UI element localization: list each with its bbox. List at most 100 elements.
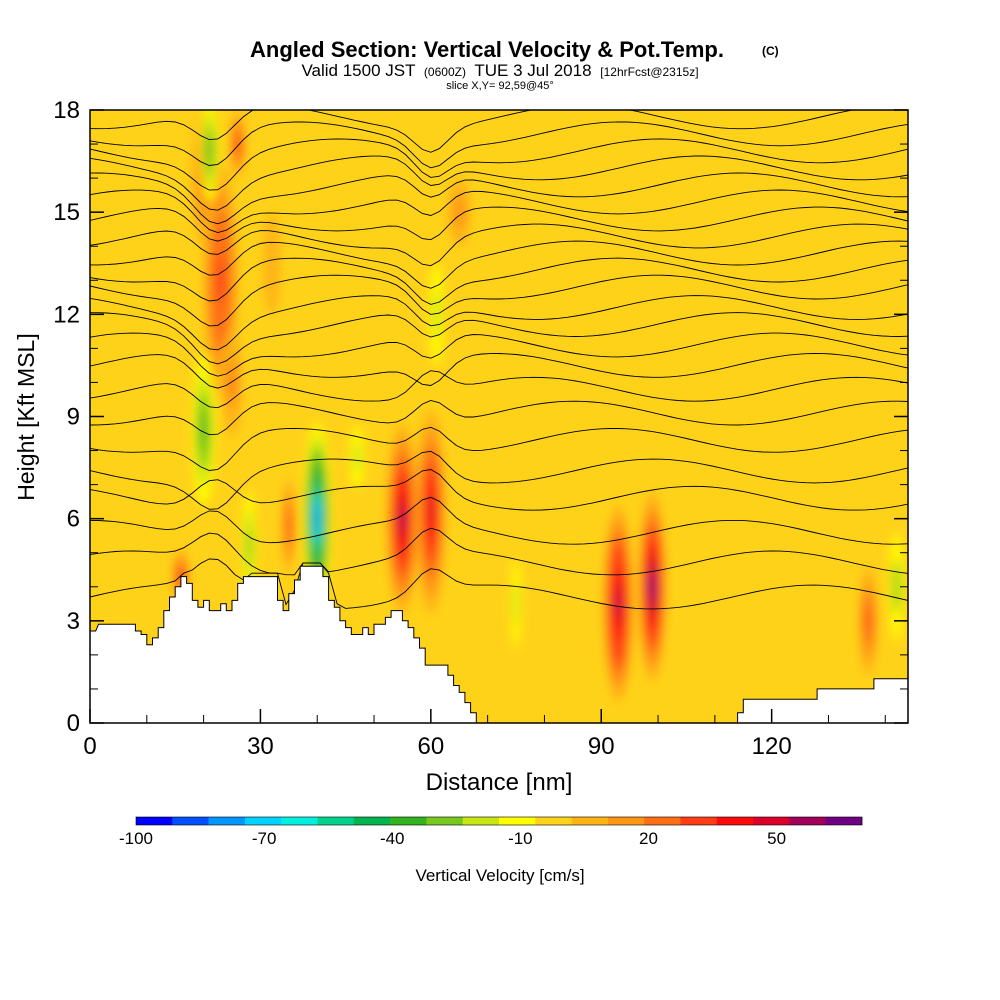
colorbar-swatch (208, 817, 246, 825)
isentrope-line (90, 353, 908, 389)
x-tick-label: 30 (247, 733, 274, 760)
y-tick-label: 3 (67, 608, 80, 635)
chart-title-mark: (C) (762, 44, 779, 58)
chart-title: Angled Section: Vertical Velocity & Pot.… (250, 37, 724, 62)
isentrope-line (90, 469, 908, 511)
x-tick-label: 60 (417, 733, 444, 760)
colorbar-tick-label: 20 (639, 829, 658, 848)
y-tick-label: 12 (53, 301, 80, 328)
colorbar-swatch (825, 817, 863, 825)
velocity-core (236, 137, 240, 151)
plot-area (90, 110, 908, 723)
y-tick-label: 6 (67, 506, 80, 533)
velocity-core (287, 513, 291, 538)
colorbar-swatch (499, 817, 536, 825)
subtitle-date: TUE 3 Jul 2018 (474, 61, 591, 80)
subtitle-utc: (0600Z) (424, 65, 466, 79)
colorbar-swatch (607, 817, 645, 825)
isentrope-line (90, 400, 908, 436)
colorbar-swatch (789, 817, 826, 825)
isentrope-line (90, 257, 908, 305)
y-tick-label: 15 (53, 199, 80, 226)
colorbar-swatch (172, 817, 209, 825)
colorbar-swatch (353, 817, 391, 825)
subtitle-forecast: [12hrFcst@2315z] (600, 65, 698, 79)
isentrope-line (90, 240, 908, 289)
isentrope-line (90, 172, 908, 225)
isentrope-line (90, 558, 908, 610)
y-tick-label: 18 (53, 97, 80, 124)
velocity-core (453, 195, 465, 230)
colorbar-swatch (571, 817, 609, 825)
colorbar-swatch (136, 817, 173, 825)
velocity-core (353, 442, 361, 473)
colorbar-swatch (753, 817, 790, 825)
isentrope-line (90, 370, 908, 409)
colorbar-swatch (680, 817, 718, 825)
x-tick-label: 0 (83, 733, 96, 760)
colorbar-swatch (317, 817, 355, 825)
subtitle-valid: Valid 1500 JST (301, 61, 415, 80)
x-axis: 0 30 60 90 120 (83, 709, 886, 760)
colorbar-swatch (644, 817, 681, 825)
isentrope-line (90, 121, 908, 169)
isentrope-line (90, 138, 908, 191)
terrain (90, 565, 908, 723)
velocity-core (229, 368, 235, 397)
colorbar: -100 -70 -40 -10 20 50 (119, 816, 863, 848)
velocity-core (650, 574, 655, 599)
y-axis: 0 3 6 9 12 15 18 (53, 97, 908, 737)
isentrope-line (90, 189, 908, 233)
isentrope-line (90, 295, 908, 351)
vertical-velocity-field (172, 110, 904, 703)
velocity-core (200, 411, 207, 449)
isentrope-line (90, 332, 908, 377)
colorbar-swatch (535, 817, 572, 825)
velocity-core (513, 581, 519, 626)
colorbar-tick-label: -40 (380, 829, 405, 848)
y-tick-label: 0 (67, 710, 80, 737)
velocity-core (315, 506, 319, 531)
x-axis-label: Distance [nm] (426, 769, 573, 796)
velocity-core (267, 237, 277, 289)
velocity-core (428, 494, 434, 529)
isentrope-line (90, 426, 908, 471)
velocity-core (217, 257, 225, 304)
y-axis-label: Height [Kft MSL] (13, 333, 39, 500)
velocity-core (865, 607, 871, 635)
colorbar-swatch (716, 817, 754, 825)
colorbar-swatch (390, 817, 427, 825)
slice-label: slice X,Y= 92,59@45° (446, 80, 554, 92)
velocity-core (246, 527, 252, 565)
chart-subtitle: Valid 1500 JST (0600Z) TUE 3 Jul 2018 [1… (301, 61, 698, 80)
velocity-core (400, 505, 405, 533)
potential-temperature-contours (90, 110, 908, 610)
colorbar-frame (135, 816, 863, 826)
isentrope-line (90, 274, 908, 327)
colorbar-swatch (244, 817, 282, 825)
x-tick-label: 90 (588, 733, 615, 760)
colorbar-swatch (281, 817, 318, 825)
colorbar-tick-label: -10 (508, 829, 533, 848)
x-tick-label: 120 (752, 733, 792, 760)
isentrope-line (90, 155, 908, 211)
isentrope-line (90, 527, 908, 576)
isentrope-line (90, 206, 908, 242)
isentrope-line (90, 312, 908, 365)
colorbar-tick-label: -70 (252, 829, 277, 848)
isentrope-line (90, 450, 908, 510)
colorbar-tick-label: -100 (119, 829, 153, 848)
isentrope-line (90, 496, 908, 545)
isentrope-line (90, 223, 908, 267)
velocity-core (893, 559, 901, 615)
colorbar-swatch (462, 817, 500, 825)
y-tick-label: 9 (67, 404, 80, 431)
colorbar-label: Vertical Velocity [cm/s] (415, 866, 584, 885)
colorbar-tick-label: 50 (767, 829, 786, 848)
isentrope-line (90, 110, 856, 153)
velocity-core (433, 288, 440, 340)
colorbar-swatch (426, 817, 463, 825)
velocity-core (207, 138, 212, 164)
velocity-core (616, 591, 621, 617)
